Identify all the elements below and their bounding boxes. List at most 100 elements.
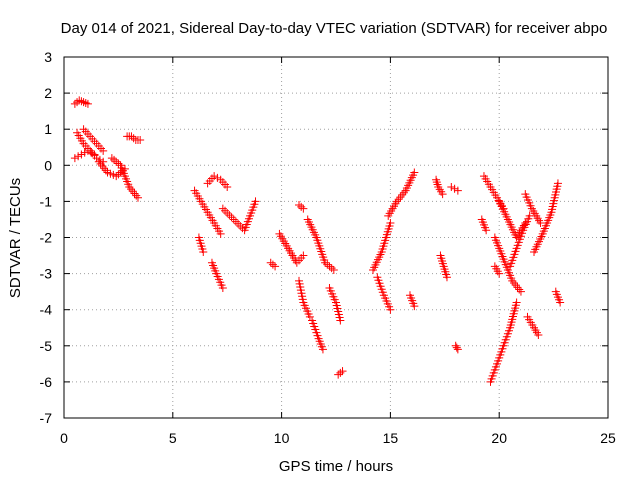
plus-marker [392,197,401,206]
plus-marker [128,187,137,196]
plus-marker [410,168,419,177]
plus-marker [129,134,138,143]
plus-marker [236,221,245,230]
plus-marker [221,206,230,215]
chart-title: Day 014 of 2021, Sidereal Day-to-day VTE… [61,20,608,37]
trace-arc-11 [218,197,260,235]
y-tick-label: -3 [40,266,53,282]
plus-marker [130,189,139,198]
x-tick-label: 15 [383,430,399,446]
plus-marker [213,173,222,182]
plus-marker [318,345,327,354]
plus-marker [234,219,243,228]
plus-marker [210,172,219,181]
trace-arc-35 [530,179,562,256]
plus-marker [110,155,119,164]
plus-marker [452,343,461,352]
y-tick-label: 2 [44,85,52,101]
plus-marker [87,148,96,157]
plus-marker [450,184,459,193]
trace-arc-6 [107,154,142,202]
plus-marker [90,150,99,159]
trace-arc-28 [451,341,462,354]
trace-arc-27 [447,182,462,195]
plus-marker [509,278,518,287]
plus-marker [295,201,304,210]
trace-arc-31 [490,233,525,296]
trace-arc-30 [486,298,521,386]
trace-arc-33 [477,215,491,235]
plus-marker [336,368,345,377]
y-tick-label: -1 [40,193,53,209]
trace-arc-22 [384,168,419,220]
trace-arc-3 [79,125,108,155]
plus-marker [386,305,395,314]
plus-marker [453,186,462,195]
plus-marker [451,341,460,350]
trace-arc-9 [203,172,232,191]
plus-marker [556,298,565,307]
trace-arc-26 [436,251,451,282]
plot-frame [63,56,609,419]
x-tick-label: 25 [600,430,616,446]
trace-arc-1 [70,96,92,108]
plus-marker [218,284,227,293]
plus-marker [297,202,306,211]
plus-marker [268,260,277,269]
plus-marker [127,185,136,194]
trace-arc-38 [490,262,504,278]
plus-marker [136,136,145,145]
y-tick-label: 1 [44,121,52,137]
trace-arc-36 [523,312,543,339]
plus-marker [125,182,134,191]
plus-marker [399,188,408,197]
trace-arc-8 [190,186,225,238]
plus-marker [132,191,141,200]
plus-marker [74,152,83,161]
plus-marker [553,179,562,188]
trace-arc-20 [295,201,308,213]
trace-arc-34 [521,190,545,228]
trace-arc-16 [303,215,338,274]
trace-arc-4 [70,146,99,163]
trace-arc-39 [506,211,534,271]
trace-arc-10 [207,258,227,293]
x-tick-label: 20 [491,430,507,446]
plus-marker [271,262,280,271]
plus-marker [299,251,308,260]
plus-marker [327,264,336,273]
plus-marker [438,190,447,199]
trace-arc-18 [325,284,345,325]
plus-marker [325,262,334,271]
plus-marker [515,285,524,294]
plus-marker [495,269,504,278]
y-tick-label: -5 [40,338,53,354]
plus-marker [77,150,86,159]
x-axis-label: GPS time / hours [279,458,393,475]
plus-marker [96,159,105,168]
y-tick-label: -4 [40,302,53,318]
y-tick-label: 0 [44,157,52,173]
plus-marker [133,193,142,202]
trace-arc-25 [432,175,447,199]
trace-arc-32 [495,197,530,242]
plus-marker [299,204,308,213]
trace-arc-12 [194,233,208,256]
plus-marker [534,330,543,339]
plus-marker [227,213,236,222]
plus-marker [338,367,347,376]
plus-marker [70,154,79,163]
plus-marker [223,182,232,191]
data-points [70,96,565,386]
plus-marker [394,195,403,204]
plus-marker [107,154,116,163]
y-tick-label: -7 [40,410,53,426]
plus-marker [83,146,92,155]
plus-marker [266,258,275,267]
y-tick-label: -6 [40,374,53,390]
trace-arc-15 [295,276,314,321]
plus-marker [516,287,525,296]
plus-marker [79,98,88,107]
plus-marker [386,219,395,228]
plus-marker [231,217,240,226]
